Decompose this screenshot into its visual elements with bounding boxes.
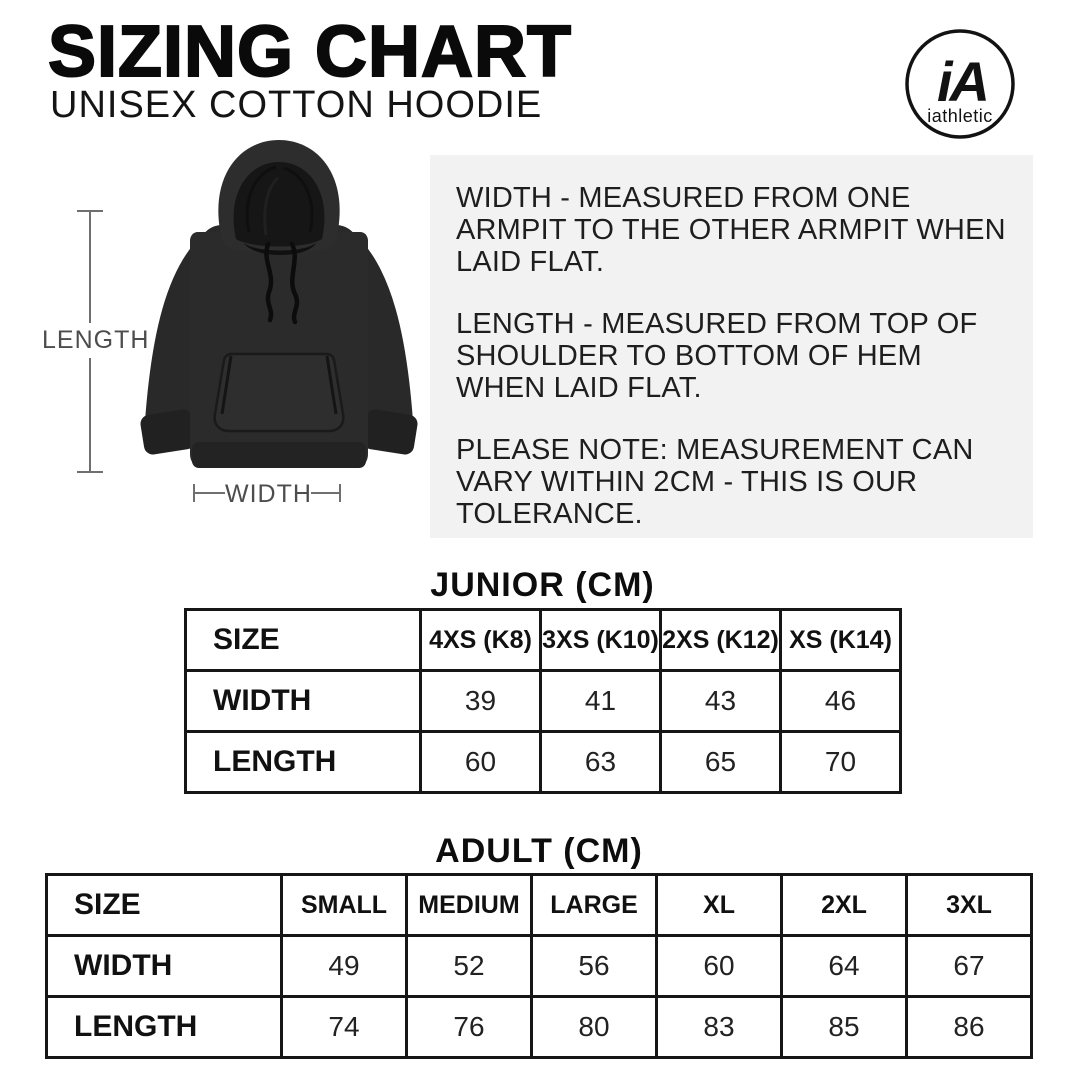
adult-col-small: SMALL <box>280 873 408 937</box>
adult-width-value: 49 <box>280 934 408 998</box>
logo-brand-text: iathletic <box>927 106 993 126</box>
width-note: WIDTH - MEASURED FROM ONE ARMPIT TO THE … <box>456 182 1006 278</box>
length-note: LENGTH - MEASURED FROM TOP OF SHOULDER T… <box>456 308 978 404</box>
adult-length-value: 85 <box>780 995 908 1059</box>
width-measure-cap-right <box>339 484 341 502</box>
neck-shadow <box>244 243 316 255</box>
adult-width-value: 67 <box>905 934 1033 998</box>
pocket-opening <box>220 355 233 415</box>
adult-col-3xl: 3XL <box>905 873 1033 937</box>
junior-size-table: SIZE 4XS (K8) 3XS (K10) 2XS (K12) XS (K1… <box>184 608 902 794</box>
adult-width-value: 52 <box>405 934 533 998</box>
junior-col-xs: XS (K14) <box>779 608 902 672</box>
adult-size-header: SIZE <box>45 873 283 937</box>
adult-width-value: 60 <box>655 934 783 998</box>
adult-width-row: WIDTH 49 52 56 60 64 67 <box>45 934 1033 998</box>
adult-length-value: 86 <box>905 995 1033 1059</box>
hoodie-pocket <box>213 352 345 433</box>
row-label: LENGTH <box>184 730 422 794</box>
junior-width-row: WIDTH 39 41 43 46 <box>184 669 902 733</box>
length-measure-cap-top <box>77 210 103 212</box>
measurement-notes-box: WIDTH - MEASURED FROM ONE ARMPIT TO THE … <box>430 155 1033 538</box>
tolerance-note: PLEASE NOTE: MEASUREMENT CAN VARY WITHIN… <box>456 434 974 530</box>
junior-width-value: 39 <box>419 669 542 733</box>
adult-length-row: LENGTH 74 76 80 83 85 86 <box>45 995 1033 1059</box>
junior-col-4xs: 4XS (K8) <box>419 608 542 672</box>
junior-length-value: 60 <box>419 730 542 794</box>
page-subtitle: UNISEX COTTON HOODIE <box>50 84 543 126</box>
junior-header-row: SIZE 4XS (K8) 3XS (K10) 2XS (K12) XS (K1… <box>184 608 902 672</box>
junior-width-value: 43 <box>659 669 782 733</box>
hoodie-illustration <box>140 140 418 468</box>
hoodie-body <box>190 232 368 468</box>
length-measure-label: LENGTH <box>42 323 148 358</box>
adult-table-heading: ADULT (CM) <box>435 832 643 870</box>
hoodie-hem <box>192 442 366 468</box>
hood-fold <box>245 165 277 233</box>
row-label: WIDTH <box>184 669 422 733</box>
junior-col-2xs: 2XS (K12) <box>659 608 782 672</box>
junior-width-value: 41 <box>539 669 662 733</box>
adult-col-xl: XL <box>655 873 783 937</box>
row-label: WIDTH <box>45 934 283 998</box>
adult-col-2xl: 2XL <box>780 873 908 937</box>
adult-length-value: 74 <box>280 995 408 1059</box>
length-measure-cap-bottom <box>77 471 103 473</box>
adult-header-row: SIZE SMALL MEDIUM LARGE XL 2XL 3XL <box>45 873 1033 937</box>
logo-monogram: iA <box>937 50 987 113</box>
junior-length-value: 65 <box>659 730 782 794</box>
adult-length-value: 80 <box>530 995 658 1059</box>
junior-length-value: 63 <box>539 730 662 794</box>
drawstring <box>289 241 300 325</box>
adult-col-medium: MEDIUM <box>405 873 533 937</box>
junior-table-heading: JUNIOR (CM) <box>430 566 655 604</box>
junior-size-header: SIZE <box>184 608 422 672</box>
iathletic-logo-icon: iA iathletic <box>905 29 1015 139</box>
adult-col-large: LARGE <box>530 873 658 937</box>
adult-length-value: 76 <box>405 995 533 1059</box>
junior-width-value: 46 <box>779 669 902 733</box>
adult-size-table: SIZE SMALL MEDIUM LARGE XL 2XL 3XL WIDTH… <box>45 873 1033 1059</box>
hood-fold <box>283 166 314 233</box>
junior-length-value: 70 <box>779 730 902 794</box>
hood-fold <box>263 176 280 236</box>
adult-length-value: 83 <box>655 995 783 1059</box>
adult-width-value: 56 <box>530 934 658 998</box>
adult-width-value: 64 <box>780 934 908 998</box>
row-label: LENGTH <box>45 995 283 1059</box>
width-measure-cap-left <box>193 484 195 502</box>
drawstring <box>264 241 274 323</box>
page-title: SIZING CHART <box>47 12 572 92</box>
hoodie-left-cuff <box>140 409 196 455</box>
junior-length-row: LENGTH 60 63 65 70 <box>184 730 902 794</box>
junior-col-3xs: 3XS (K10) <box>539 608 662 672</box>
hoodie-right-cuff <box>362 409 418 455</box>
pocket-opening <box>325 355 338 415</box>
width-measure-label: WIDTH <box>225 480 312 509</box>
